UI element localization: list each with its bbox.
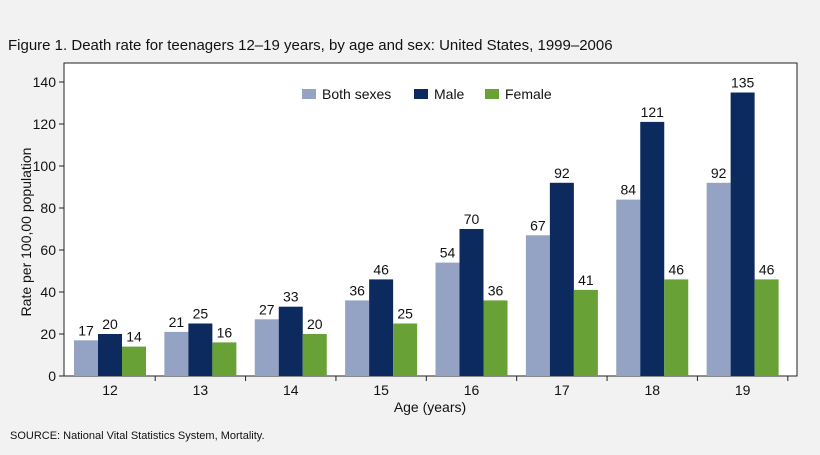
x-tick-label: 19 — [735, 382, 751, 398]
bar-female-15 — [393, 323, 418, 376]
legend-label: Both sexes — [322, 86, 391, 102]
bar-both-sexes-18 — [616, 199, 641, 376]
legend-label: Female — [505, 86, 552, 102]
bar-female-13 — [212, 342, 237, 376]
x-axis-label: Age (years) — [394, 399, 466, 415]
x-axis: 12 13 14 15 16 17 18 19 — [102, 376, 789, 398]
y-tick-label: 80 — [40, 200, 56, 216]
data-label: 17 — [78, 322, 94, 338]
bar-male-17 — [549, 182, 574, 376]
data-label: 92 — [711, 165, 727, 181]
data-label: 25 — [193, 306, 209, 322]
bar-both-sexes-13 — [164, 331, 189, 376]
data-labels-group: 17 20 14 21 25 16 27 33 20 36 46 25 54 70 36 67 92 41 84 12… — [78, 75, 774, 345]
bar-both-sexes-19 — [706, 182, 731, 376]
data-label: 41 — [578, 272, 594, 288]
bar-both-sexes-14 — [254, 319, 279, 376]
legend-swatch — [485, 89, 499, 99]
y-tick-label: 0 — [48, 368, 56, 384]
data-label: 20 — [102, 316, 118, 332]
data-label: 92 — [554, 165, 570, 181]
bar-both-sexes-17 — [525, 235, 550, 376]
bar-male-13 — [188, 323, 213, 376]
data-label: 70 — [464, 211, 480, 227]
bar-female-14 — [302, 334, 327, 376]
data-label: 36 — [488, 282, 504, 298]
legend-swatch — [414, 89, 428, 99]
data-label: 27 — [259, 301, 275, 317]
y-tick-label: 20 — [40, 326, 56, 342]
data-label: 46 — [373, 261, 389, 277]
x-tick-label: 17 — [554, 382, 570, 398]
bar-female-19 — [754, 279, 779, 376]
x-tick-label: 14 — [283, 382, 299, 398]
bars-group — [74, 92, 779, 377]
bar-male-15 — [369, 279, 394, 376]
x-tick-label: 13 — [193, 382, 209, 398]
bar-male-18 — [640, 121, 665, 377]
data-label: 46 — [759, 261, 775, 277]
figure-title: Figure 1. Death rate for teenagers 12–19… — [8, 37, 613, 54]
y-tick-label: 100 — [33, 158, 57, 174]
bar-both-sexes-12 — [74, 340, 98, 376]
data-label: 135 — [731, 75, 755, 91]
data-label: 46 — [668, 261, 684, 277]
data-label: 67 — [530, 217, 546, 233]
source-note: SOURCE: National Vital Statistics System… — [10, 430, 265, 442]
data-label: 33 — [283, 289, 299, 305]
data-label: 121 — [641, 104, 665, 120]
y-tick-label: 140 — [33, 74, 57, 90]
data-label: 14 — [126, 329, 142, 345]
data-label: 84 — [620, 182, 636, 198]
y-tick-label: 120 — [33, 116, 57, 132]
data-label: 54 — [440, 245, 456, 261]
x-tick-label: 15 — [373, 382, 389, 398]
x-tick-label: 16 — [464, 382, 480, 398]
bar-male-19 — [730, 92, 755, 376]
legend-label: Male — [434, 86, 465, 102]
bar-male-16 — [459, 229, 484, 376]
y-axis-label: Rate per 100,00 population — [18, 148, 34, 317]
bar-both-sexes-15 — [345, 300, 370, 376]
y-tick-label: 40 — [40, 284, 56, 300]
legend-swatch — [302, 89, 316, 99]
bar-female-18 — [664, 279, 689, 376]
bar-both-sexes-16 — [435, 262, 460, 376]
y-tick-label: 60 — [40, 242, 56, 258]
bar-chart: 0 20 40 60 80 100 120 140 12 13 14 15 16 17 18 19 17 20… — [18, 62, 798, 415]
data-label: 21 — [169, 314, 185, 330]
bar-female-16 — [483, 300, 508, 376]
bar-male-14 — [278, 306, 303, 376]
x-tick-label: 18 — [644, 382, 660, 398]
data-label: 16 — [217, 324, 233, 340]
bar-female-17 — [573, 289, 598, 376]
bar-female-12 — [122, 346, 146, 376]
y-axis: 0 20 40 60 80 100 120 140 — [33, 74, 64, 384]
legend: Both sexes Male Female — [302, 86, 552, 102]
x-tick-label: 12 — [102, 382, 118, 398]
data-label: 36 — [349, 282, 365, 298]
bar-male-12 — [98, 334, 122, 376]
data-label: 25 — [397, 306, 413, 322]
data-label: 20 — [307, 316, 323, 332]
